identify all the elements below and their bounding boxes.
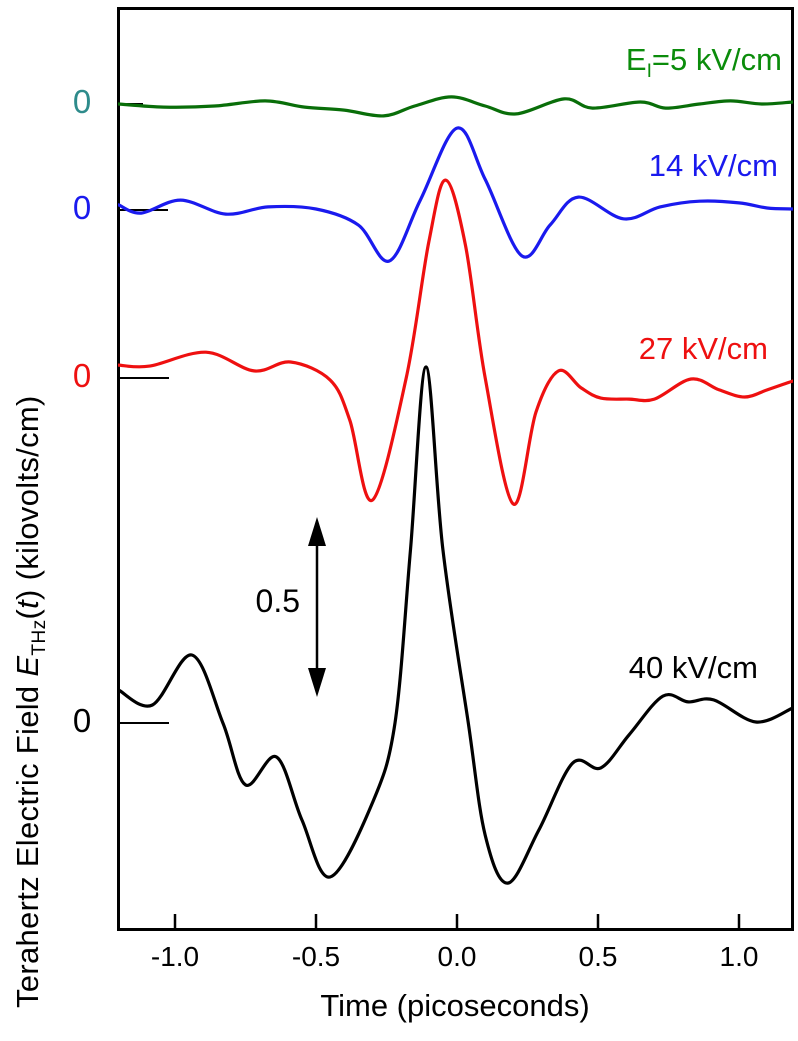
scale-bar-arrowhead-down bbox=[308, 668, 326, 697]
curve-label-5kv: EI=5 kV/cm bbox=[626, 42, 782, 83]
x-tick-label-05: 0.5 bbox=[578, 941, 618, 972]
waveform-curve-1 bbox=[118, 95, 793, 118]
waveform-curve-2 bbox=[118, 126, 793, 263]
y-axis-symbol-subscript: THz bbox=[29, 619, 51, 656]
y-axis-paren-close: ) bbox=[10, 580, 45, 600]
x-tick-label-neg05: -0.5 bbox=[291, 941, 341, 972]
curve-label-40kv: 40 kV/cm bbox=[628, 650, 758, 685]
zero-label-40kv: 0 bbox=[72, 702, 92, 739]
x-tick-label-0: 0.0 bbox=[437, 941, 477, 972]
scale-bar-arrowhead-up bbox=[308, 517, 326, 546]
waveform-curve-4 bbox=[118, 365, 793, 885]
curve-label-5kv-value: =5 kV/cm bbox=[651, 42, 782, 77]
y-axis-label: Terahertz Electric Field ETHz(t) (kilovo… bbox=[10, 395, 51, 1008]
curve-label-5kv-subscript: I bbox=[646, 61, 652, 83]
zero-label-14kv: 0 bbox=[72, 189, 92, 226]
curve-label-27kv: 27 kV/cm bbox=[638, 331, 768, 366]
x-tick-label-neg1: -1.0 bbox=[150, 941, 200, 972]
y-axis-units: (kilovolts/cm) bbox=[10, 395, 45, 581]
waveform-curve-3 bbox=[118, 178, 793, 506]
y-axis-label-text: Terahertz Electric Field bbox=[10, 676, 45, 1008]
scale-bar-label: 0.5 bbox=[255, 583, 300, 619]
x-axis-label: Time (picoseconds) bbox=[320, 988, 590, 1023]
curve-label-5kv-symbol: E bbox=[625, 42, 647, 77]
y-axis-paren-open: ( bbox=[10, 608, 45, 620]
curve-label-14kv: 14 kV/cm bbox=[648, 148, 778, 183]
y-axis-symbol: E bbox=[10, 655, 45, 677]
y-axis-arg: t bbox=[10, 599, 45, 609]
zero-label-27kv: 0 bbox=[72, 357, 92, 394]
x-tick-label-1: 1.0 bbox=[719, 941, 759, 972]
zero-label-5kv: 0 bbox=[72, 83, 92, 120]
